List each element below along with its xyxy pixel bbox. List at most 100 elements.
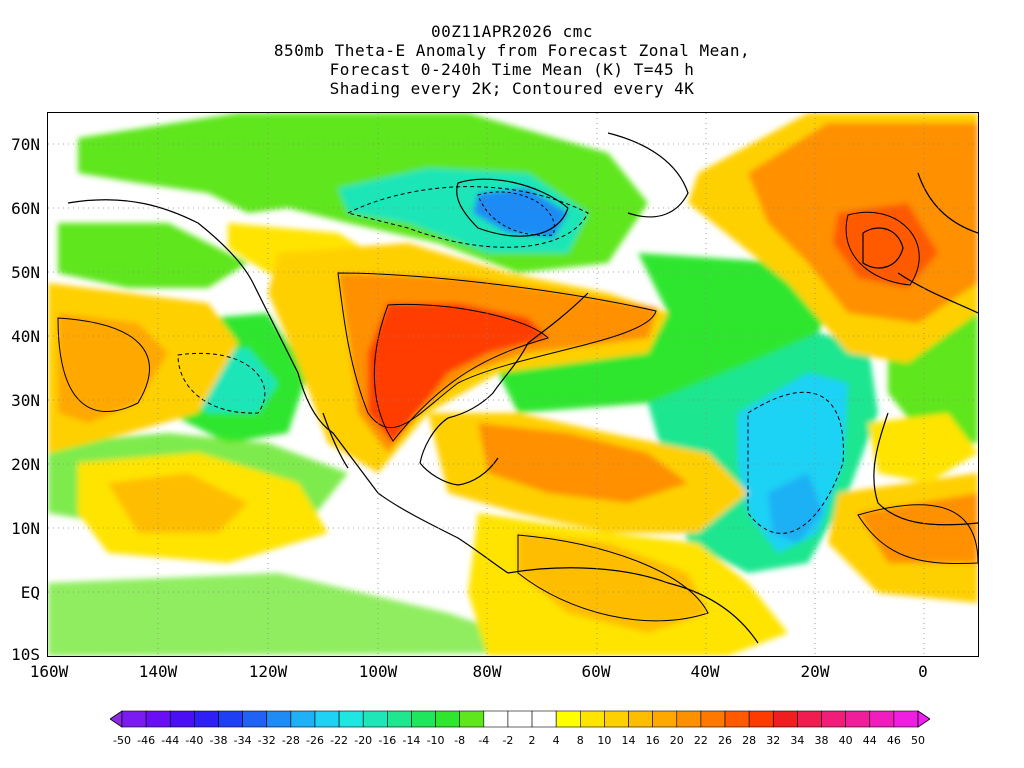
colorbar-swatch [580,710,605,728]
colorbar-swatch [242,710,268,728]
colorbar-tick-label: 20 [669,734,684,747]
title-line-2: 850mb Theta-E Anomaly from Forecast Zona… [273,41,751,60]
colorbar-swatch [555,710,581,728]
colorbar-swatch [628,710,653,728]
coast-uk [862,227,904,269]
colorbar-swatch [194,710,219,728]
shade-red-central-us [368,303,548,443]
coast-greenland [607,132,689,218]
title-line-3: Forecast 0-240h Time Mean (K) T=45 h [329,60,695,79]
colorbar-tick-label: -10 [426,734,445,747]
colorbar-tick-label: -28 [281,734,300,747]
lon-label-120w: 120W [248,662,288,681]
colorbar-swatch [700,710,726,728]
colorbar-swatch [411,710,436,728]
colorbar-swatch [435,710,460,728]
contour-5 [845,211,920,286]
colorbar-swatch [507,710,533,728]
shade-orange-carib [478,423,688,503]
shade-orange-north-pacific [58,313,168,423]
lat-label-20n: 20N [11,455,40,474]
shade-green-ne-pacific [58,223,248,288]
lat-label-70n: 70N [11,135,40,154]
colorbar-tick-label: -50 [113,734,131,747]
shade-green-tropical-band [48,573,568,656]
lon-label-140w: 140W [138,662,178,681]
colorbar-swatch [459,710,485,728]
coast-africa [873,412,978,526]
colorbar-swatch [893,710,919,728]
lon-label-20w: 20W [800,662,830,681]
colorbar-tick-label: 44 [862,734,877,747]
colorbar-swatch [869,710,895,728]
shade-green-west-atlantic [498,253,828,413]
colorbar-tick-label: 40 [838,734,853,747]
colorbar-tick-label: -46 [137,734,156,747]
colorbar-swatch [121,710,147,728]
shade-yellow-far-east-atl [868,413,978,483]
contour-3 [337,272,657,428]
colorbar-swatch [145,710,171,728]
colorbar-tick-label: -38 [209,734,228,747]
colorbar-tick-label: 14 [621,734,636,747]
colorbar-tick-label: 34 [790,734,805,747]
colorbar-swatch [821,710,846,728]
colorbar-swatch [772,710,798,728]
colorbar-tick-label: -44 [161,734,180,747]
contour-2 [477,191,555,236]
coast-central-america [377,492,509,574]
grid-layer [48,113,978,656]
lat-label-30n: 30N [11,391,40,410]
colorbar-swatch [797,710,822,728]
colorbar-swatch [531,710,557,728]
colorbar-right-arrow [917,710,930,728]
coast-north-america-west [67,199,379,494]
shading-layer [48,113,978,656]
colorbar-tick-label: 28 [742,734,757,747]
contour-6 [747,391,844,534]
colorbar-swatch [338,710,364,728]
shade-blue-hudson-core [473,188,568,238]
colorbar-tick-label: 26 [718,734,733,747]
title-line-1: 00Z11APR2026 cmc [430,22,594,41]
contour-4 [373,303,549,442]
shade-orange-trop-pac [108,473,248,533]
colorbar-tick-label: -8 [454,734,466,747]
contour-9 [857,504,978,564]
theta-e-anomaly-map [48,113,978,656]
lon-label-40w: 40W [690,662,720,681]
colorbar-tick-label: 32 [766,734,781,747]
coast-gulf [419,457,499,486]
colorbar-swatch [362,710,388,728]
colorbar-tick-label: -32 [257,734,276,747]
lon-label-160w: 160W [29,662,69,681]
coast-baja [322,412,349,469]
colorbar-swatch [387,710,412,728]
coast-hudson-bay [456,178,569,237]
colorbar-tick-label: -22 [330,734,349,747]
colorbar-tick-label: -4 [478,734,490,747]
colorbar-left-arrow [110,710,123,728]
colorbar-tick-label: 46 [886,734,901,747]
title-line-4: Shading every 2K; Contoured every 4K [329,79,695,98]
contour-10 [517,534,709,622]
colorbar-tick-label: 22 [693,734,708,747]
colorbar-tick-label: 2 [528,734,536,747]
colorbar-tick-label: 8 [576,734,584,747]
colorbar-tick-label: 10 [597,734,612,747]
colorbar-swatch [676,710,702,728]
colorbar-swatch [218,710,243,728]
colorbar-swatch [169,710,195,728]
colorbar-swatch [652,710,678,728]
colorbar-tick-label: 4 [552,734,560,747]
lon-label-60w: 60W [581,662,611,681]
lat-label-40n: 40N [11,327,40,346]
coast-north-america-east [419,292,589,464]
shade-red-uk [833,203,938,288]
colorbar-swatch [748,710,774,728]
colorbar-tick-label: -40 [185,734,204,747]
colorbar-swatch [483,710,509,728]
colorbar-swatch [290,710,316,728]
contour-1 [346,186,589,248]
contour-8 [57,317,150,413]
